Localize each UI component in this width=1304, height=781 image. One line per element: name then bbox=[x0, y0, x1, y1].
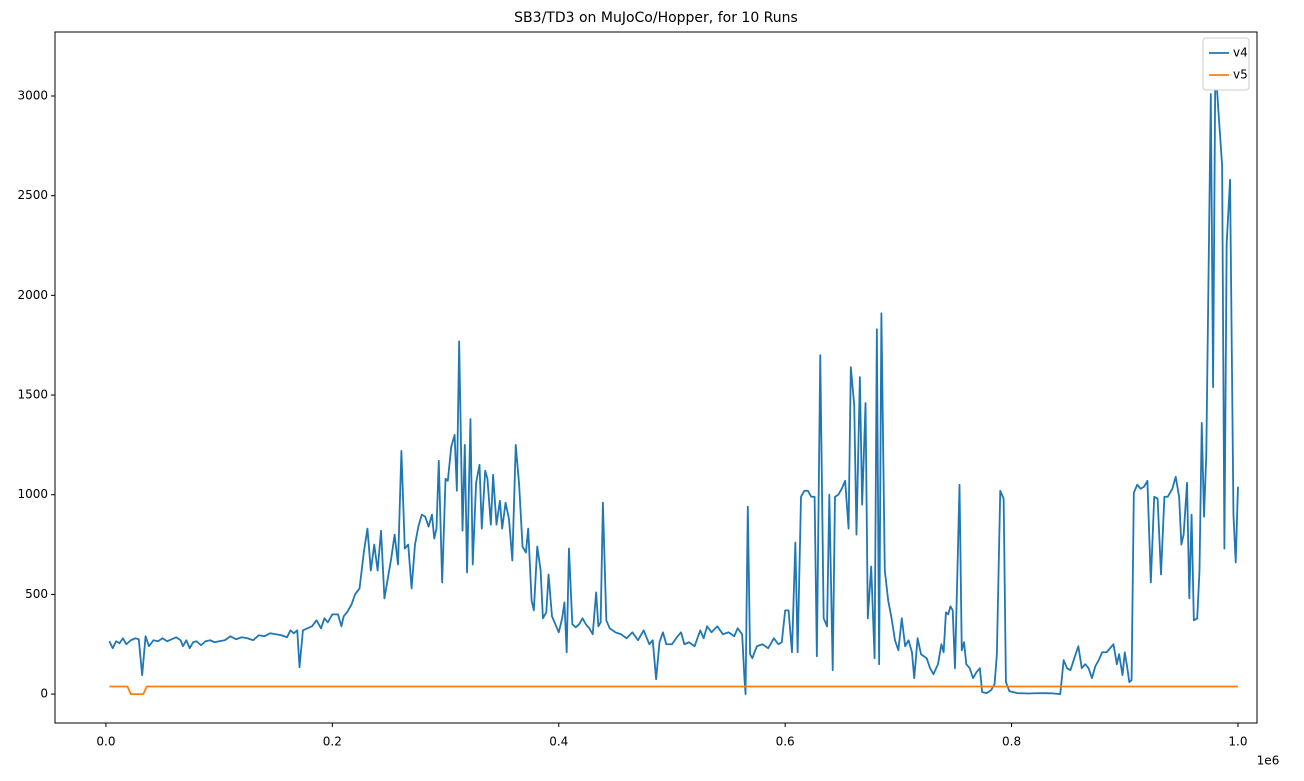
y-tick-label: 2500 bbox=[17, 188, 48, 202]
y-tick-label: 1500 bbox=[17, 388, 48, 402]
x-tick-label: 0.0 bbox=[96, 735, 115, 749]
y-tick-label: 1000 bbox=[17, 487, 48, 501]
y-tick-label: 0 bbox=[40, 687, 48, 701]
x-tick-label: 1.0 bbox=[1228, 735, 1247, 749]
plot-frame bbox=[54, 31, 1258, 724]
x-tick-label: 0.8 bbox=[1002, 735, 1021, 749]
y-tick-label: 500 bbox=[25, 587, 48, 601]
legend-label: v5 bbox=[1233, 68, 1248, 82]
series-line bbox=[108, 63, 1239, 695]
x-tick-label: 0.2 bbox=[323, 735, 342, 749]
legend-label: v4 bbox=[1233, 46, 1248, 60]
legend-box bbox=[1202, 37, 1250, 91]
y-tick-label: 3000 bbox=[17, 88, 48, 102]
chart-title: SB3/TD3 on MuJoCo/Hopper, for 10 Runs bbox=[514, 10, 798, 26]
y-tick-label: 2000 bbox=[17, 288, 48, 302]
series-line bbox=[109, 685, 1238, 695]
x-offset-label: 1e6 bbox=[1257, 754, 1280, 768]
x-tick-label: 0.6 bbox=[776, 735, 795, 749]
x-tick-label: 0.4 bbox=[549, 735, 568, 749]
